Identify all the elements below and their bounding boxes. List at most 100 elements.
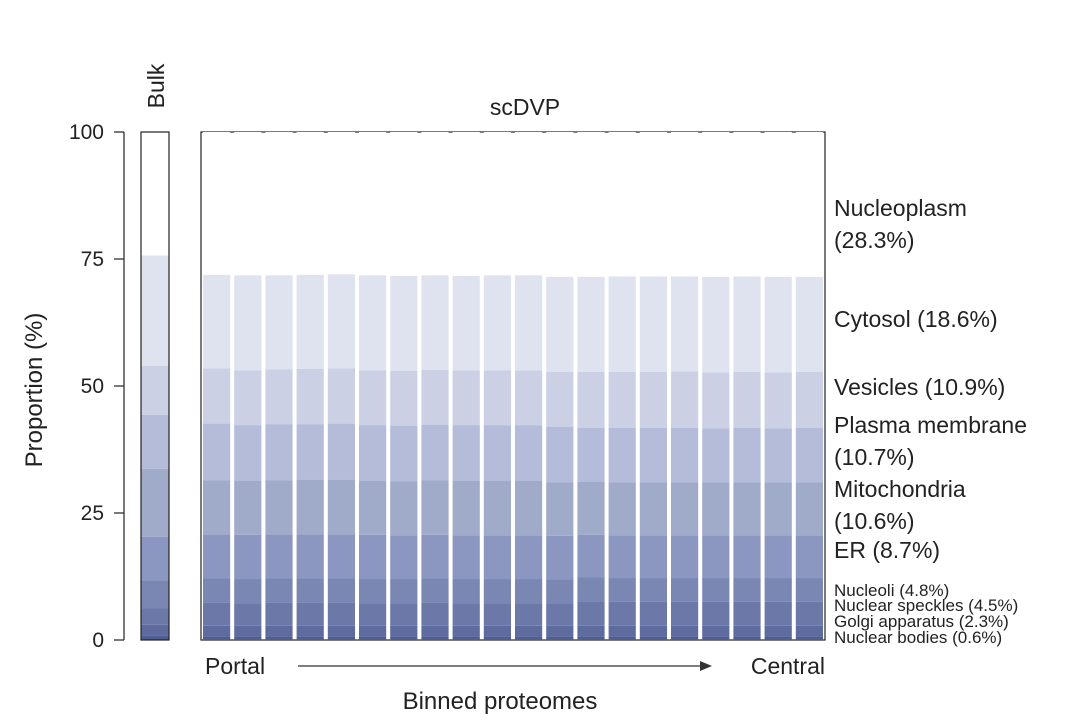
- bin-segment-nucleoli: [234, 579, 262, 604]
- bin-segment-golgi-apparatus: [608, 625, 636, 637]
- bulk-bar-frame: [140, 131, 170, 641]
- bin-segment-er: [702, 535, 730, 579]
- bin-segment-cytosol: [671, 276, 699, 372]
- bin-segment-vesicles: [764, 372, 792, 429]
- bin-segment-golgi-apparatus: [327, 625, 355, 637]
- y-tick-label: 50: [81, 375, 104, 398]
- bin-bar: [265, 132, 293, 640]
- compartment-labels: Nucleoplasm (28.3%) Cytosol (18.6%) Vesicle…: [834, 195, 1027, 647]
- bin-segment-vesicles: [421, 369, 449, 425]
- bin-segment-er: [515, 535, 543, 580]
- bin-segment-vesicles: [546, 371, 574, 427]
- bin-segment-nucleoli: [546, 579, 574, 604]
- bin-segment-er: [390, 535, 418, 580]
- bin-segment-er: [546, 535, 574, 580]
- compartment-label: Nucleoli (4.8%): [834, 581, 949, 600]
- bin-segment-nucleoli: [483, 579, 511, 604]
- bin-segment-plasma-membrane: [421, 424, 449, 481]
- bin-segment-golgi-apparatus: [671, 625, 699, 637]
- bin-segment-golgi-apparatus: [639, 625, 667, 637]
- bin-segment-er: [203, 534, 231, 579]
- bin-segment-nucleoplasm: [203, 132, 231, 275]
- bin-segment-nucleoplasm: [764, 132, 792, 277]
- bin-segment-plasma-membrane: [702, 428, 730, 483]
- bin-segment-nuclear-bodies: [327, 636, 355, 640]
- bin-segment-cytosol: [764, 276, 792, 373]
- bin-bar: [702, 132, 730, 640]
- bin-segment-mitochondria: [296, 479, 324, 535]
- bin-segment-mitochondria: [234, 480, 262, 535]
- bin-segment-nuclear-speckles: [421, 602, 449, 626]
- bin-segment-er: [265, 534, 293, 579]
- bin-segment-nuclear-bodies: [452, 636, 480, 640]
- bin-bar: [452, 132, 480, 640]
- bin-segment-vesicles: [265, 369, 293, 425]
- bulk-segment-nucleoplasm: [141, 132, 169, 256]
- bin-segment-vesicles: [296, 368, 324, 425]
- bin-segment-er: [639, 535, 667, 579]
- bin-segment-nucleoli: [608, 578, 636, 602]
- bin-bar: [733, 132, 761, 640]
- bin-segment-nucleoplasm: [515, 132, 543, 276]
- bin-segment-golgi-apparatus: [515, 625, 543, 637]
- y-tick-label: 25: [81, 502, 104, 525]
- bin-segment-mitochondria: [421, 480, 449, 535]
- bin-segment-plasma-membrane: [546, 426, 574, 483]
- bin-segment-nucleoplasm: [265, 132, 293, 276]
- bulk-segment-mitochondria: [141, 468, 169, 537]
- bin-bar: [359, 132, 387, 640]
- bin-bar: [390, 132, 418, 640]
- bin-segment-nuclear-speckles: [608, 601, 636, 626]
- bin-segment-nucleoli: [702, 578, 730, 602]
- bin-bar: [577, 132, 605, 640]
- bin-segment-er: [421, 534, 449, 579]
- bin-segment-plasma-membrane: [608, 427, 636, 483]
- bin-segment-mitochondria: [359, 480, 387, 535]
- bin-segment-er: [483, 535, 511, 580]
- bin-segment-nucleoplasm: [483, 132, 511, 276]
- bin-segment-nucleoplasm: [577, 132, 605, 277]
- bin-segment-mitochondria: [265, 480, 293, 535]
- bin-segment-nuclear-speckles: [733, 601, 761, 626]
- bin-segment-golgi-apparatus: [702, 625, 730, 637]
- bin-segment-mitochondria: [327, 479, 355, 535]
- bin-segment-nucleoplasm: [795, 132, 823, 277]
- bin-segment-nuclear-speckles: [764, 601, 792, 626]
- arrow-head: [700, 661, 712, 671]
- bin-segment-mitochondria: [452, 480, 480, 536]
- bin-segment-nucleoli: [577, 577, 605, 602]
- bin-segment-cytosol: [639, 276, 667, 372]
- compartment-label: Golgi apparatus (2.3%): [834, 612, 1009, 631]
- bin-segment-nucleoplasm: [234, 132, 262, 276]
- bin-segment-golgi-apparatus: [795, 625, 823, 637]
- bin-segment-nucleoplasm: [702, 132, 730, 277]
- bin-segment-er: [764, 535, 792, 579]
- bin-segment-nuclear-speckles: [515, 603, 543, 626]
- bin-segment-nuclear-speckles: [671, 601, 699, 626]
- bulk-label: Bulk: [143, 63, 169, 108]
- y-tick-label: 75: [81, 248, 104, 271]
- bin-segment-golgi-apparatus: [203, 625, 231, 637]
- bin-bar: [795, 132, 823, 640]
- bin-segment-nuclear-speckles: [577, 601, 605, 626]
- bin-segment-nucleoplasm: [452, 132, 480, 276]
- bin-segment-nuclear-speckles: [327, 602, 355, 626]
- bin-segment-nucleoli: [671, 578, 699, 602]
- bin-segment-nucleoli: [265, 578, 293, 603]
- bin-segment-mitochondria: [515, 480, 543, 536]
- bulk-segment-nuclear-bodies: [141, 635, 169, 640]
- bin-segment-nuclear-bodies: [733, 636, 761, 640]
- bin-segment-nucleoli: [764, 578, 792, 602]
- bin-bar: [234, 132, 262, 640]
- bin-segment-er: [452, 535, 480, 580]
- bin-segment-vesicles: [608, 371, 636, 428]
- bin-segment-plasma-membrane: [671, 427, 699, 483]
- bin-segment-cytosol: [327, 274, 355, 369]
- bin-segment-nuclear-bodies: [577, 636, 605, 640]
- bin-segment-cytosol: [515, 275, 543, 371]
- bin-segment-cytosol: [452, 275, 480, 371]
- bin-segment-vesicles: [452, 370, 480, 426]
- bin-segment-nuclear-bodies: [359, 636, 387, 640]
- bin-segment-nuclear-bodies: [795, 636, 823, 640]
- bin-bar: [421, 132, 449, 640]
